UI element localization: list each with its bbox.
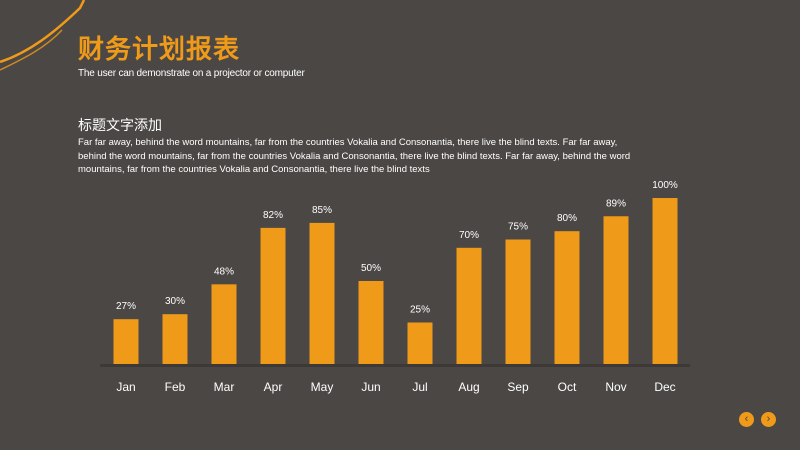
data-label-jan: 27% — [116, 301, 136, 312]
x-tick-dec: Dec — [654, 380, 675, 394]
bar-jun — [358, 281, 384, 364]
data-label-aug: 70% — [459, 230, 479, 241]
bar-dec — [652, 198, 678, 364]
data-label-apr: 82% — [263, 210, 283, 221]
chevron-left-icon[interactable]: ‹ — [739, 412, 754, 427]
x-tick-feb: Feb — [165, 380, 186, 394]
data-label-jul: 25% — [410, 305, 430, 316]
bar-jul — [407, 322, 433, 364]
page-title: 财务计划报表 — [78, 35, 241, 65]
x-tick-jun: Jun — [361, 380, 380, 394]
x-tick-mar: Mar — [214, 380, 235, 394]
x-tick-jan: Jan — [116, 380, 135, 394]
chevron-right-icon[interactable]: › — [761, 412, 776, 427]
bar-oct — [554, 231, 580, 364]
data-label-sep: 75% — [508, 222, 528, 233]
x-tick-aug: Aug — [458, 380, 479, 394]
data-label-oct: 80% — [557, 213, 577, 224]
data-label-dec: 100% — [652, 180, 678, 191]
bar-sep — [505, 239, 531, 364]
bar-nov — [603, 216, 629, 364]
data-label-may: 85% — [312, 205, 332, 216]
bar-aug — [456, 247, 482, 364]
decorative-curve — [0, 0, 86, 71]
bar-jan — [113, 319, 139, 364]
bar-may — [309, 222, 335, 364]
section-heading: 标题文字添加 — [78, 118, 162, 134]
page-subtitle: The user can demonstrate on a projector … — [78, 68, 305, 79]
bar-feb — [162, 314, 188, 364]
bar-mar — [211, 284, 237, 364]
x-tick-sep: Sep — [507, 380, 529, 394]
bar-apr — [260, 227, 286, 364]
x-tick-may: May — [311, 380, 334, 394]
x-tick-apr: Apr — [264, 380, 283, 394]
x-tick-jul: Jul — [412, 380, 427, 394]
data-label-nov: 89% — [606, 198, 626, 209]
x-tick-nov: Nov — [605, 380, 626, 394]
body-paragraph: Far far away, behind the word mountains,… — [78, 137, 631, 175]
chart-baseline-shadow — [100, 364, 690, 367]
data-label-jun: 50% — [361, 263, 381, 274]
data-label-mar: 48% — [214, 266, 234, 277]
data-label-feb: 30% — [165, 296, 185, 307]
x-tick-oct: Oct — [558, 380, 577, 394]
